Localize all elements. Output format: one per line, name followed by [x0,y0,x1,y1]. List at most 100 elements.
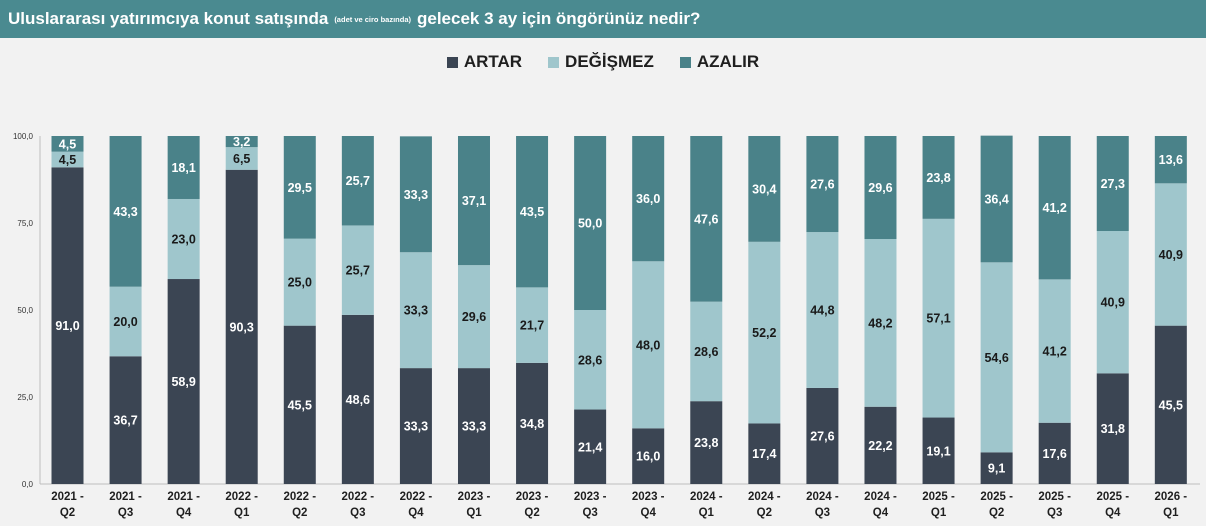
x-tick-label: 2025 - [922,491,955,503]
data-label-azalir: 37,1 [462,194,486,208]
data-label-degismez: 4,5 [59,153,76,167]
data-label-azalir: 3,2 [233,135,250,149]
x-tick-label: 2024 - [864,491,897,503]
legend-swatch-degismez [548,56,560,68]
bar-segment-artar [341,314,374,484]
bar-segment-degismez [806,232,839,388]
data-label-artar: 22,2 [868,439,892,453]
data-label-artar: 19,1 [926,444,950,458]
legend-item-artar: ARTAR [446,52,522,72]
bar-segment-artar [225,169,258,485]
data-label-degismez: 20,0 [113,315,137,329]
data-label-artar: 31,8 [1101,422,1125,436]
bar-segment-artar [574,409,607,484]
x-tick-label: 2023 - [574,491,607,503]
bar-segment-azalir [632,136,665,262]
data-label-artar: 48,6 [346,393,370,407]
x-tick-label: Q2 [292,507,307,519]
data-label-azalir: 36,4 [984,192,1008,206]
bar-segment-degismez [574,310,607,410]
data-label-degismez: 25,0 [288,276,312,290]
data-label-degismez: 48,2 [868,316,892,330]
x-tick-label: 2021 - [109,491,142,503]
x-tick-label: 2024 - [748,491,781,503]
data-label-artar: 58,9 [171,375,195,389]
bar-segment-degismez [341,225,374,315]
data-label-artar: 36,7 [113,414,137,428]
y-tick-label: 100,0 [13,132,34,141]
chart-title-main: Uluslararası yatırımcıya konut satışında [8,9,329,28]
data-label-degismez: 52,2 [752,326,776,340]
chart-legend: ARTAR DEĞİŞMEZ AZALIR [0,50,1206,74]
data-label-degismez: 40,9 [1159,248,1183,262]
x-tick-label: 2022 - [342,491,375,503]
data-label-artar: 45,5 [1159,398,1183,412]
data-label-artar: 17,4 [752,447,776,461]
data-label-degismez: 40,9 [1101,296,1125,310]
data-label-degismez: 23,0 [171,233,195,247]
data-label-artar: 33,3 [462,420,486,434]
legend-label-degismez: DEĞİŞMEZ [565,52,654,71]
data-label-azalir: 43,3 [113,205,137,219]
data-label-azalir: 27,6 [810,178,834,192]
bar-segment-azalir [109,136,142,287]
bar-segment-artar [1038,422,1071,484]
data-label-azalir: 36,0 [636,192,660,206]
data-label-azalir: 29,6 [868,181,892,195]
bar-segment-azalir [1096,136,1129,232]
x-tick-label: Q3 [815,507,830,519]
bar-segment-azalir [516,136,549,288]
bar-segment-artar [922,417,955,484]
data-label-degismez: 28,6 [694,345,718,359]
bar-segment-azalir [341,136,374,226]
bar-segment-artar [864,406,897,484]
data-label-artar: 91,0 [55,319,79,333]
legend-swatch-azalir [679,56,691,68]
data-label-degismez: 54,6 [984,351,1008,365]
data-label-degismez: 28,6 [578,353,602,367]
data-label-azalir: 25,7 [346,174,370,188]
bar-segment-artar [1096,373,1129,484]
bar-segment-degismez [51,151,84,168]
x-tick-label: Q1 [1163,507,1179,519]
data-label-azalir: 30,4 [752,182,776,196]
chart-title-note: (adet ve ciro bazında) [334,14,411,24]
bar-segment-azalir [399,136,432,253]
x-tick-label: 2025 - [1096,491,1129,503]
data-label-degismez: 29,6 [462,310,486,324]
data-label-artar: 33,3 [404,420,428,434]
x-tick-label: Q3 [582,507,597,519]
bar-segment-artar [51,167,84,484]
data-label-azalir: 47,6 [694,212,718,226]
data-label-artar: 9,1 [988,462,1005,476]
data-label-artar: 21,4 [578,440,602,454]
data-label-azalir: 33,3 [404,188,428,202]
bar-segment-degismez [399,252,432,369]
bar-segment-artar [980,452,1013,484]
x-tick-label: 2022 - [400,491,433,503]
y-tick-label: 0,0 [22,480,34,489]
bar-segment-degismez [167,198,200,280]
x-tick-label: Q2 [989,507,1004,519]
bar-segment-degismez [864,239,897,407]
bar-segment-azalir [806,136,839,233]
data-label-artar: 23,8 [694,436,718,450]
data-label-artar: 17,6 [1043,447,1067,461]
bar-segment-degismez [1154,183,1187,326]
bar-segment-degismez [1038,279,1071,423]
x-tick-label: Q1 [931,507,947,519]
legend-swatch-artar [446,56,458,68]
bar-segment-azalir [457,136,490,266]
data-label-azalir: 23,8 [926,171,950,185]
x-tick-label: 2023 - [516,491,549,503]
legend-item-degismez: DEĞİŞMEZ [548,52,654,72]
x-tick-label: Q4 [641,507,657,519]
bar-segment-degismez [690,301,723,402]
bar-segment-artar [167,279,200,484]
bar-segment-degismez [109,286,142,357]
bar-segment-artar [632,428,665,484]
x-tick-label: Q2 [60,507,75,519]
bar-segment-degismez [632,261,665,429]
x-tick-label: Q2 [757,507,772,519]
data-label-degismez: 44,8 [810,304,834,318]
